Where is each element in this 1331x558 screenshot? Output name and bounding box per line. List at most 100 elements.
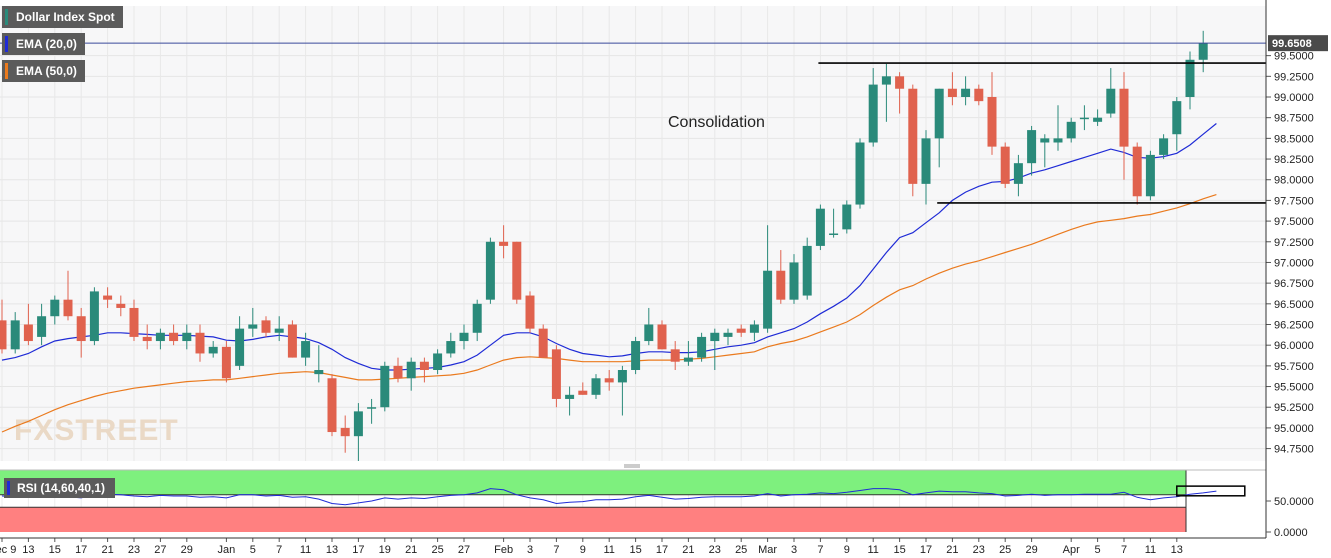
x-tick-label: 11 [1145, 544, 1156, 556]
y-tick-label: 95.7500 [1274, 361, 1314, 373]
candle [419, 357, 429, 383]
legend-rsi[interactable]: RSI (14,60,40,1) [4, 478, 116, 498]
rsi-highlight-box [1176, 485, 1246, 497]
candle-body [433, 353, 443, 370]
candle-body [1027, 130, 1037, 164]
candle-body [921, 138, 931, 184]
candle-body [116, 303, 126, 308]
x-tick-label: 7 [276, 544, 282, 556]
candle-body [1040, 138, 1050, 143]
candle-body [1079, 117, 1089, 120]
candle-body [327, 378, 337, 433]
candle [723, 328, 733, 346]
candle [591, 374, 601, 399]
candle [789, 254, 799, 304]
candles-series [0, 30, 1208, 461]
candle [499, 225, 509, 259]
pane-divider-handle[interactable] [624, 464, 640, 468]
candle-body [50, 299, 60, 317]
candle-body [1093, 117, 1103, 122]
rsi-swatch [7, 481, 10, 495]
x-tick-label: Dec 9 [0, 544, 16, 556]
legend-ema50-label: EMA (50,0) [16, 64, 77, 78]
candle [697, 332, 707, 362]
main-swatch [5, 9, 8, 25]
x-tick-label: 9 [580, 544, 586, 556]
candle-body [565, 394, 575, 399]
candle [881, 63, 891, 122]
x-tick-label: 29 [181, 544, 193, 556]
y-tick-label: 95.5000 [1274, 382, 1314, 394]
candle [961, 76, 971, 106]
x-tick-label: Jan [218, 544, 236, 556]
candle-body [723, 332, 733, 337]
candle-body [1185, 59, 1195, 97]
x-tick-label: 21 [405, 544, 417, 556]
rsi-axis: 50.0000 0.0000 [1266, 496, 1314, 539]
candle-body [934, 88, 944, 139]
candle [578, 382, 588, 395]
candle-body [1172, 101, 1182, 135]
candle-body [76, 316, 86, 342]
x-tick-label: 15 [49, 544, 61, 556]
candle-body [1013, 163, 1023, 184]
legend-ema20-label: EMA (20,0) [16, 37, 77, 51]
x-tick-label: 17 [352, 544, 364, 556]
candle-body [1132, 146, 1142, 197]
candle [287, 320, 297, 358]
candle [934, 88, 944, 168]
ema50-series [1, 194, 1217, 433]
candle [565, 386, 575, 416]
candle-body [1119, 88, 1129, 147]
candle [208, 341, 218, 358]
y-tick-label: 98.2500 [1274, 154, 1314, 166]
candle-body [670, 349, 680, 362]
candle [0, 299, 7, 354]
ema20-swatch [5, 36, 8, 52]
y-tick-label: 99.0000 [1274, 92, 1314, 104]
fxstreet-watermark: FXSTREET [14, 414, 179, 447]
candle-body [406, 361, 416, 379]
price-axis: 94.7500 95.0000 95.2500 95.5000 95.7500 96.00… [1265, 0, 1314, 538]
x-tick-label: 13 [22, 544, 34, 556]
candle-body [89, 291, 99, 342]
candle-body [261, 320, 271, 333]
last-price-badge: 99.6508 [1268, 35, 1328, 52]
candle-body [895, 76, 905, 89]
candle [10, 312, 20, 354]
candle-body [380, 365, 390, 408]
candle-body [499, 241, 509, 246]
candle [142, 324, 152, 350]
legend-ema20[interactable]: EMA (20,0) [2, 33, 85, 55]
candle [23, 303, 33, 346]
x-tick-label: Feb [494, 544, 513, 556]
rsi-zone [0, 470, 1186, 495]
candle [459, 324, 469, 350]
y-tick-label: 95.2500 [1274, 402, 1314, 414]
candle [736, 324, 746, 337]
candle-body [815, 208, 825, 246]
candle-body [142, 336, 152, 342]
x-tick-label: 23 [128, 544, 140, 556]
y-tick-label: 96.2500 [1274, 320, 1314, 332]
candle-body [103, 295, 113, 300]
candle-body [1053, 138, 1063, 143]
rsi-zone [0, 507, 1186, 532]
x-tick-label: 13 [326, 544, 338, 556]
candle [1185, 51, 1195, 110]
legend-ema50[interactable]: EMA (50,0) [2, 60, 85, 82]
x-tick-label: 17 [920, 544, 932, 556]
candle [1132, 142, 1142, 205]
y-tick-label: 97.5000 [1274, 216, 1314, 228]
candle [644, 307, 654, 346]
candle [855, 138, 865, 209]
x-tick-label: 7 [553, 544, 559, 556]
candle-body [631, 341, 641, 370]
candle-body [683, 357, 693, 362]
candle [551, 345, 561, 408]
candle [525, 291, 535, 333]
x-tick-label: 27 [458, 544, 470, 556]
candle-body [802, 245, 812, 296]
legend-main[interactable]: Dollar Index Spot [2, 6, 123, 28]
candle [512, 241, 522, 304]
